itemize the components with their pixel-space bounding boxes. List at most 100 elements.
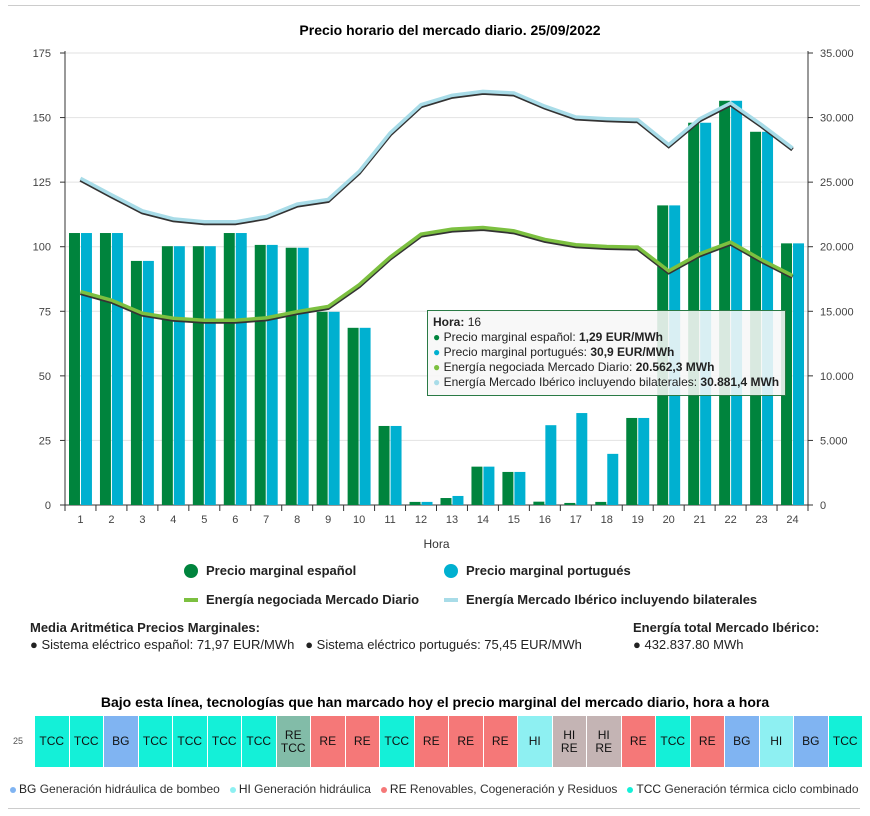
x-tick-label: 1 <box>77 514 83 526</box>
right-tick-label: 0 <box>820 500 826 512</box>
bar-spanish-price <box>99 233 111 505</box>
technology-description: Generación térmica ciclo combinado <box>664 782 859 796</box>
x-axis-label: Hora <box>423 537 449 551</box>
average-price-es: ● Sistema eléctrico español: 71,97 EUR/M… <box>30 637 295 652</box>
bar-portuguese-price <box>483 466 495 505</box>
legend-label: Precio marginal portugués <box>466 563 631 578</box>
technology-code: HI RE <box>595 727 613 755</box>
technology-cell-hour-4: TCC <box>138 716 172 767</box>
x-tick-label: 8 <box>294 514 300 526</box>
bar-portuguese-price <box>297 247 309 505</box>
legend-dot-icon <box>184 563 198 578</box>
left-tick-label: 75 <box>39 306 51 318</box>
bar-portuguese-price <box>266 244 278 505</box>
x-tick-label: 12 <box>415 514 427 526</box>
bar-portuguese-price <box>111 233 123 505</box>
legend-energy-daily[interactable]: Energía negociada Mercado Diario <box>184 592 419 607</box>
bar-portuguese-price <box>607 453 619 505</box>
x-tick-label: 17 <box>570 514 582 526</box>
technology-cell-hour-5: TCC <box>173 716 207 767</box>
technology-cell-hour-13: RE <box>449 716 483 767</box>
bar-spanish-price <box>502 471 514 505</box>
bar-spanish-price <box>564 502 576 505</box>
technology-legend-item: BG Generación hidráulica de bombeo <box>10 782 220 796</box>
technology-code: TCC <box>636 782 662 796</box>
technology-cell-hour-3: BG <box>104 716 138 767</box>
bar-spanish-price <box>440 498 452 505</box>
legend-dot-icon <box>627 786 634 793</box>
technology-code: TCC <box>211 734 237 748</box>
line-shadow <box>79 226 794 324</box>
bar-portuguese-price <box>204 246 216 506</box>
x-tick-label: 14 <box>477 514 489 526</box>
tooltip-row-value: 20.562,3 MWh <box>635 360 715 374</box>
series-dot-icon: ● <box>433 375 444 389</box>
tooltip-row: ● Energía negociada Mercado Diario: 20.5… <box>433 360 780 375</box>
right-tick-label: 30.000 <box>820 113 854 125</box>
bar-spanish-price <box>378 425 390 505</box>
technology-cell-hour-1: TCC <box>35 716 69 767</box>
technology-code: TCC <box>246 734 272 748</box>
technology-cell-hour-23: BG <box>794 716 828 767</box>
series-dot-icon: ● <box>433 360 444 374</box>
legend-spanish-price[interactable]: Precio marginal español <box>184 563 356 578</box>
x-tick-label: 21 <box>694 514 706 526</box>
x-tick-label: 9 <box>325 514 331 526</box>
bar-portuguese-price <box>793 243 804 505</box>
bar-spanish-price <box>347 327 359 505</box>
technology-cell-hour-6: TCC <box>207 716 241 767</box>
bar-portuguese-price <box>390 425 402 505</box>
x-tick-label: 24 <box>786 514 798 526</box>
technology-cell-hour-14: RE <box>483 716 517 767</box>
bar-portuguese-price <box>731 100 743 505</box>
technology-cell-hour-9: RE <box>311 716 345 767</box>
bar-portuguese-price <box>328 311 340 505</box>
x-tick-label: 18 <box>601 514 613 526</box>
technology-cell-hour-2: TCC <box>69 716 103 767</box>
bar-portuguese-price <box>359 327 371 505</box>
bar-spanish-price <box>223 233 235 505</box>
legend-dot-icon <box>229 786 236 793</box>
x-tick-label: 15 <box>508 514 520 526</box>
left-tick-label: 100 <box>33 242 51 254</box>
left-tick-label: 50 <box>39 371 51 383</box>
technology-code: HI <box>770 734 783 748</box>
x-tick-label: 22 <box>724 514 736 526</box>
tooltip-row-label: Energía negociada Mercado Diario: <box>443 360 636 374</box>
technology-code: RE <box>698 734 716 748</box>
right-tick-label: 20.000 <box>820 242 854 254</box>
tooltip-row: ● Energía Mercado Ibérico incluyendo bil… <box>433 375 780 390</box>
average-prices: Media Aritmética Precios Marginales: ● S… <box>30 619 582 653</box>
technology-code: TCC <box>39 734 65 748</box>
bar-spanish-price <box>285 247 297 505</box>
bar-spanish-price <box>471 466 483 505</box>
line-shadow <box>79 90 794 226</box>
technology-cell-hour-7: TCC <box>242 716 276 767</box>
technology-code: TCC <box>177 734 203 748</box>
series-dot-icon: ● <box>433 330 444 344</box>
left-tick-label: 175 <box>33 48 51 60</box>
total-energy-title: Energía total Mercado Ibérico: <box>633 620 820 635</box>
bar-portuguese-price <box>142 260 154 505</box>
technology-cell-hour-18: RE <box>621 716 655 767</box>
legend-dot-icon <box>444 563 458 578</box>
technology-cell-hour-17: HI RE <box>587 716 621 767</box>
bar-spanish-price <box>409 501 421 505</box>
technology-code: BG <box>733 734 751 748</box>
technology-code: RE <box>491 734 509 748</box>
technology-legend-item: HI Generación hidráulica <box>229 782 371 796</box>
technology-code: HI <box>528 734 541 748</box>
bar-spanish-price <box>130 260 142 505</box>
legend-energy-iberian[interactable]: Energía Mercado Ibérico incluyendo bilat… <box>444 592 757 607</box>
technology-cell-hour-15: HI <box>518 716 552 767</box>
bar-portuguese-price <box>452 495 464 505</box>
chart-title: Precio horario del mercado diario. 25/09… <box>299 22 601 38</box>
technology-cell-hour-8: RE TCC <box>276 716 310 767</box>
tooltip-row-label: Energía Mercado Ibérico incluyendo bilat… <box>443 375 701 389</box>
bar-spanish-price <box>69 233 80 505</box>
line-energy-iberian <box>79 89 794 224</box>
legend-portuguese-price[interactable]: Precio marginal portugués <box>444 563 631 578</box>
left-tick-label: 0 <box>45 500 51 512</box>
tooltip-row-label: Precio marginal portugués: <box>443 345 591 359</box>
technology-description: Generación hidráulica de bombeo <box>39 782 220 796</box>
